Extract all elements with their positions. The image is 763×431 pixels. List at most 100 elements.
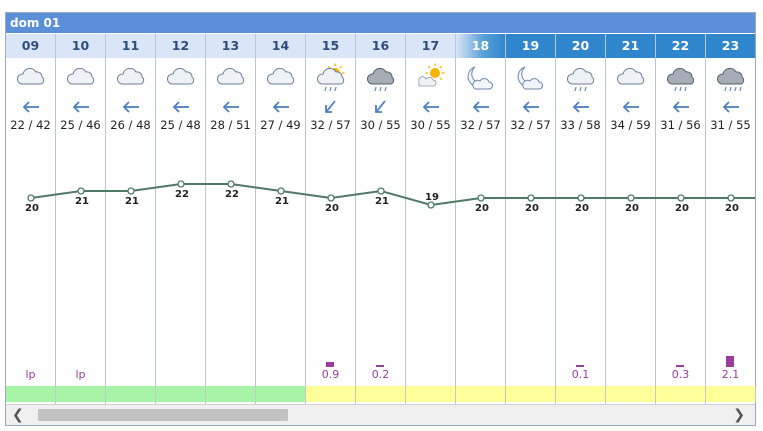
wind-arrow-west-icon <box>219 99 243 115</box>
strip-cell <box>356 386 406 402</box>
wind-separator: / <box>74 118 87 132</box>
wind-min: 32 <box>510 118 525 132</box>
wind-min: 34 <box>610 118 625 132</box>
wind-speed: 30 / 55 <box>356 118 405 132</box>
hour-column: 11 26 / 48 <box>106 34 156 404</box>
wind-arrow-west-icon <box>619 99 643 115</box>
hour-column: 14 27 / 49 <box>256 34 306 404</box>
color-strip <box>6 386 756 402</box>
hour-label: 14 <box>256 34 305 58</box>
wind-speed: 25 / 46 <box>56 118 105 132</box>
wind-min: 28 <box>210 118 225 132</box>
wind-speed: 27 / 49 <box>256 118 305 132</box>
wind-max: 56 <box>686 118 701 132</box>
wind-speed: 32 / 57 <box>306 118 355 132</box>
wind-max: 57 <box>486 118 501 132</box>
wind-arrow-west-icon <box>169 99 193 115</box>
forecast-panel: dom 01 09 22 / 42 lp 10 25 / 46 lp 11 26 / 48 12… <box>5 12 756 426</box>
wind-max: 55 <box>436 118 451 132</box>
wind-max: 42 <box>36 118 51 132</box>
hour-column: 23 31 / 55 2.1 <box>706 34 755 404</box>
hour-column: 20 33 / 58 0.1 <box>556 34 606 404</box>
wind-max: 55 <box>736 118 751 132</box>
hour-label: 16 <box>356 34 405 58</box>
precip-value: 0.3 <box>671 368 690 381</box>
wind-separator: / <box>624 118 637 132</box>
wind-arrow-southwest-icon <box>319 99 343 115</box>
hour-column: 12 25 / 48 <box>156 34 206 404</box>
hour-label: 19 <box>506 34 555 58</box>
precip-value: lp <box>75 368 86 381</box>
wind-speed: 34 / 59 <box>606 118 655 132</box>
hourly-grid: 09 22 / 42 lp 10 25 / 46 lp 11 26 / 48 12 25 / 48… <box>6 34 755 404</box>
precip-bar <box>376 365 384 367</box>
precip-value: 0.1 <box>571 368 590 381</box>
day-label: dom 01 <box>10 16 61 30</box>
sun-cloud-rain-icon <box>315 62 347 94</box>
partly-cloudy-icon <box>115 62 147 94</box>
wind-separator: / <box>474 118 487 132</box>
wind-speed: 30 / 55 <box>406 118 455 132</box>
precip-value: lp <box>25 368 36 381</box>
chevron-left-icon[interactable]: ❮ <box>12 407 24 423</box>
wind-speed: 32 / 57 <box>506 118 555 132</box>
precip-bar <box>676 365 684 367</box>
scrollbar-thumb[interactable] <box>38 409 288 421</box>
wind-max: 48 <box>186 118 201 132</box>
hour-label: 22 <box>656 34 705 58</box>
wind-max: 46 <box>86 118 101 132</box>
wind-min: 22 <box>10 118 25 132</box>
hour-label: 18 <box>456 34 505 58</box>
strip-cell <box>156 386 206 402</box>
wind-separator: / <box>24 118 37 132</box>
wind-arrow-west-icon <box>269 99 293 115</box>
precip-bar <box>326 362 334 367</box>
moon-cloud-icon <box>515 62 547 94</box>
wind-speed: 32 / 57 <box>456 118 505 132</box>
wind-separator: / <box>124 118 137 132</box>
wind-min: 30 <box>360 118 375 132</box>
hour-column: 21 34 / 59 <box>606 34 656 404</box>
hour-column: 18 32 / 57 <box>456 34 506 404</box>
wind-max: 51 <box>236 118 251 132</box>
wind-speed: 28 / 51 <box>206 118 255 132</box>
hour-column: 19 32 / 57 <box>506 34 556 404</box>
strip-cell <box>306 386 356 402</box>
hour-label: 10 <box>56 34 105 58</box>
wind-arrow-west-icon <box>669 99 693 115</box>
wind-min: 32 <box>460 118 475 132</box>
hour-column: 10 25 / 46 lp <box>56 34 106 404</box>
hour-label: 13 <box>206 34 255 58</box>
precip-bar <box>576 365 584 367</box>
wind-arrow-west-icon <box>419 99 443 115</box>
hour-label: 11 <box>106 34 155 58</box>
strip-cell <box>406 386 456 402</box>
hour-column: 13 28 / 51 <box>206 34 256 404</box>
wind-arrow-southwest-icon <box>369 99 393 115</box>
hour-column: 15 32 / 57 0.9 <box>306 34 356 404</box>
hour-label: 23 <box>706 34 755 58</box>
hour-column: 22 31 / 56 0.3 <box>656 34 706 404</box>
hour-label: 15 <box>306 34 355 58</box>
wind-max: 57 <box>336 118 351 132</box>
precip-value: 0.2 <box>371 368 390 381</box>
precip-value: 2.1 <box>721 368 740 381</box>
cloudy-rain-heavy-icon <box>715 62 747 94</box>
strip-cell <box>106 386 156 402</box>
partly-cloudy-icon <box>165 62 197 94</box>
strip-cell <box>56 386 106 402</box>
wind-max: 48 <box>136 118 151 132</box>
wind-separator: / <box>674 118 687 132</box>
wind-min: 25 <box>60 118 75 132</box>
wind-separator: / <box>524 118 537 132</box>
wind-max: 58 <box>586 118 601 132</box>
hour-label: 12 <box>156 34 205 58</box>
wind-separator: / <box>574 118 587 132</box>
horizontal-scrollbar[interactable]: ❮ ❯ <box>6 404 755 425</box>
partly-cloudy-icon <box>265 62 297 94</box>
wind-min: 25 <box>160 118 175 132</box>
wind-arrow-west-icon <box>719 99 743 115</box>
cloudy-rain-icon <box>365 62 397 94</box>
day-header: dom 01 <box>6 13 755 33</box>
chevron-right-icon[interactable]: ❯ <box>733 407 745 423</box>
